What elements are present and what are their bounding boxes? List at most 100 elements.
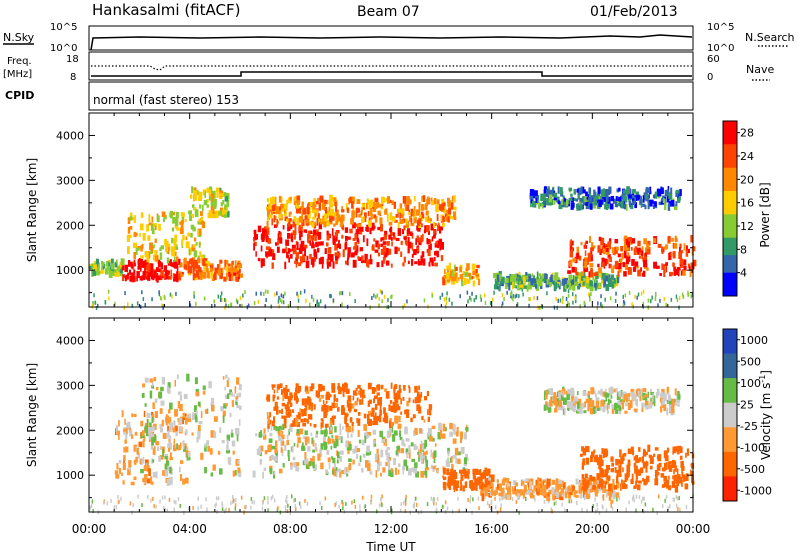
ground-scatter-cell — [574, 296, 576, 301]
echo-cell — [429, 436, 433, 442]
echo-cell — [401, 229, 405, 235]
echo-cell — [355, 209, 358, 218]
echo-cell — [421, 251, 425, 258]
ground-scatter-cell — [652, 507, 654, 512]
echo-cell — [195, 410, 198, 415]
echo-cell — [689, 266, 693, 271]
echo-cell — [273, 416, 276, 424]
echo-cell — [661, 391, 664, 398]
echo-cell — [604, 392, 608, 398]
echo-cell — [374, 395, 378, 400]
echo-cell — [541, 273, 545, 277]
echo-cell — [151, 411, 154, 416]
colorbar-swatch — [723, 156, 737, 163]
echo-cell — [308, 404, 311, 410]
ground-scatter-cell — [437, 497, 439, 501]
echo-cell — [222, 209, 224, 216]
ground-scatter-cell — [635, 494, 638, 499]
echo-cell — [522, 492, 525, 499]
echo-cell — [388, 248, 392, 255]
echo-cell — [568, 274, 573, 281]
ground-scatter-cell — [147, 495, 149, 500]
echo-cell — [567, 270, 572, 274]
echo-cell — [602, 486, 605, 492]
echo-cell — [150, 433, 155, 437]
echo-cell — [615, 458, 619, 466]
ground-scatter-cell — [298, 501, 301, 506]
echo-cell — [617, 277, 619, 284]
echo-cell — [555, 196, 560, 203]
echo-cell — [379, 405, 382, 411]
echo-cell — [142, 456, 145, 461]
echo-cell — [623, 250, 627, 259]
echo-cell — [579, 494, 583, 499]
echo-cell — [393, 232, 396, 237]
echo-cell — [329, 254, 334, 262]
ground-scatter-cell — [417, 510, 420, 515]
echo-cell — [358, 257, 362, 261]
echo-cell — [575, 478, 579, 485]
ground-scatter-cell — [472, 497, 474, 502]
echo-cell — [149, 378, 153, 383]
echo-cell — [282, 423, 285, 430]
echo-cell — [161, 376, 165, 385]
echo-cell — [197, 401, 201, 407]
ground-scatter-cell — [492, 297, 494, 302]
echo-cell — [418, 428, 422, 434]
echo-cell — [126, 265, 129, 270]
echo-cell — [558, 202, 563, 210]
echo-cell — [284, 209, 286, 214]
echo-cell — [219, 273, 223, 279]
echo-cell — [271, 249, 275, 255]
ground-scatter-cell — [319, 501, 321, 506]
echo-cell — [194, 273, 197, 278]
echo-cell — [535, 197, 538, 203]
echo-cell — [292, 248, 297, 255]
echo-cell — [542, 491, 547, 496]
ground-scatter-cell — [565, 297, 568, 301]
echo-cell — [183, 257, 187, 266]
echo-cell — [441, 203, 445, 211]
echo-cell — [681, 472, 684, 479]
ground-scatter-cell — [661, 504, 664, 509]
echo-cell — [634, 394, 637, 402]
echo-cell — [370, 208, 373, 216]
ground-scatter-cell — [677, 507, 679, 512]
ground-scatter-cell — [330, 294, 332, 299]
echo-cell — [493, 491, 496, 496]
echo-cell — [166, 240, 169, 245]
ground-scatter-cell — [277, 299, 280, 304]
echo-cell — [652, 205, 655, 209]
echo-cell — [202, 385, 206, 390]
echo-cell — [674, 268, 679, 276]
ytick-label: 3000 — [56, 174, 84, 187]
echo-cell — [271, 384, 276, 388]
echo-cell — [418, 205, 421, 214]
echo-cell — [482, 474, 487, 479]
echo-cell — [644, 394, 649, 398]
echo-cell — [589, 483, 593, 489]
echo-cell — [191, 412, 195, 420]
echo-cell — [237, 467, 241, 473]
echo-cell — [342, 249, 345, 258]
echo-cell — [598, 271, 603, 278]
echo-cell — [91, 263, 94, 269]
echo-cell — [202, 390, 206, 395]
echo-cell — [579, 204, 583, 210]
echo-cell — [380, 384, 384, 390]
echo-cell — [533, 490, 536, 494]
echo-cell — [211, 193, 214, 202]
echo-cell — [183, 393, 188, 400]
echo-cell — [226, 434, 230, 441]
echo-cell — [306, 255, 309, 261]
echo-cell — [329, 194, 333, 203]
echo-cell — [224, 386, 226, 391]
ground-scatter-cell — [480, 297, 482, 302]
echo-cell — [467, 469, 470, 474]
echo-cell — [469, 480, 471, 489]
ground-scatter-cell — [439, 295, 441, 300]
echo-cell — [525, 478, 529, 482]
echo-cell — [147, 272, 152, 277]
echo-cell — [421, 415, 424, 421]
echo-cell — [227, 377, 230, 381]
